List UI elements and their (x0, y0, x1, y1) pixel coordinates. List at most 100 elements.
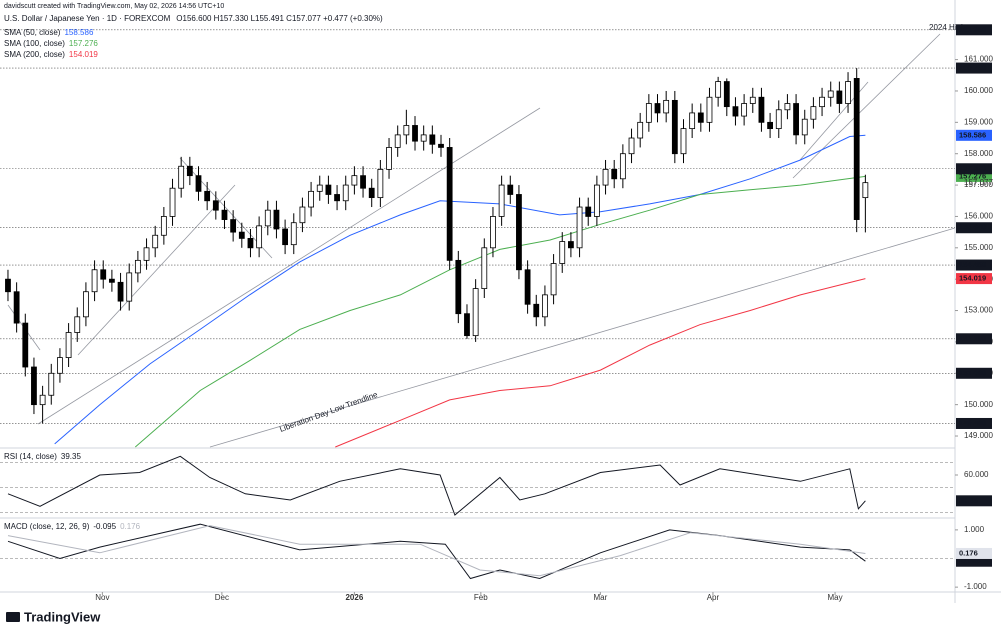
candle-body (22, 322, 29, 368)
level-label: 149.400 (959, 418, 986, 427)
candle-body (57, 357, 63, 374)
tv-logo: TradingView (6, 609, 101, 624)
candle-body (593, 184, 600, 217)
level-label-bg (956, 24, 992, 36)
candle-body (637, 121, 644, 139)
candle-body (290, 222, 297, 246)
candle-body (507, 184, 514, 195)
candle-body (611, 168, 618, 180)
candle-body (212, 200, 219, 211)
level-label: 155.640 (959, 223, 986, 232)
candle-body (827, 90, 834, 98)
candle-body (793, 103, 799, 136)
candle-body (83, 291, 89, 318)
candle-body (143, 247, 150, 261)
candle-body (446, 147, 453, 261)
candle-body (749, 96, 756, 104)
candle-body (117, 281, 124, 302)
y-tick-label: 161.000 (964, 55, 993, 64)
legend-entry: SMA (100, close) 157.276 (4, 39, 98, 48)
candle-body (784, 103, 791, 111)
series-line (134, 175, 866, 448)
candle-body (862, 182, 869, 199)
candle-body (325, 184, 332, 195)
series-line (54, 134, 866, 445)
x-tick-label: Mar (593, 593, 607, 602)
candle-body (732, 106, 739, 117)
legend-entry: MACD (close, 12, 26, 9) -0.095 0.176 (4, 522, 141, 531)
candle-body (758, 96, 765, 123)
candle-body (221, 209, 228, 220)
candle-body (394, 134, 401, 148)
y-tick-label: 159.000 (964, 117, 993, 126)
candle-body (775, 109, 782, 130)
candle-body (282, 228, 289, 246)
title: U.S. Dollar / Japanese Yen · 1D · FOREXC… (4, 14, 171, 23)
y-tick-label: 1.000 (964, 525, 985, 534)
x-tick-label: May (827, 593, 842, 602)
candle-body (524, 269, 531, 305)
y-tick-label: 60.000 (964, 470, 989, 479)
level-label: 157.520 (959, 164, 986, 173)
candle-body (100, 269, 107, 280)
candle-body (186, 165, 193, 177)
candle-body (516, 194, 522, 271)
candle-body (238, 231, 245, 239)
legend-value: -0.095 (93, 522, 116, 531)
candle-body (264, 209, 271, 227)
y-tick-label: 153.000 (964, 306, 993, 315)
y-tick-label: 157.000 (964, 180, 993, 189)
last-value: 154.019 (959, 274, 986, 283)
candle-body (680, 128, 687, 155)
annotation: 2024 High (929, 23, 965, 32)
price-label: 157.077 (964, 178, 993, 187)
level-label: 161.950 (959, 25, 986, 34)
legend-name: RSI (14, close) (4, 452, 57, 461)
candle-body (134, 259, 141, 274)
level-label-bg (956, 62, 992, 74)
legend-value: 0.176 (120, 522, 141, 531)
trendline (792, 33, 941, 179)
legend-value: 39.35 (61, 452, 82, 461)
last-value-bg (956, 555, 992, 567)
candle-body (204, 190, 211, 202)
candle-body (256, 225, 263, 249)
level-label: 154.450 (959, 260, 986, 269)
candle-body (689, 112, 696, 130)
candle-body (308, 190, 314, 208)
candle-body (13, 291, 20, 324)
candle-body (39, 394, 46, 406)
level-label-bg (956, 417, 992, 429)
candle-body (801, 118, 808, 136)
candle-body (853, 78, 860, 220)
candle-body (429, 134, 436, 145)
candle-body (160, 216, 167, 236)
legend-name: MACD (close, 12, 26, 9) (4, 522, 90, 531)
y-tick-label: 155.000 (964, 243, 993, 252)
last-value: 0.176 (959, 548, 978, 557)
legend-value: 157.276 (69, 39, 98, 48)
candle-body (671, 99, 678, 155)
candle-body (481, 247, 488, 289)
last-value: 158.586 (959, 130, 986, 139)
candle-body (48, 372, 55, 396)
candle-body (299, 206, 306, 224)
legend-value: 158.586 (64, 28, 93, 37)
y-tick-label: 150.000 (964, 400, 993, 409)
candle-body (178, 165, 185, 189)
y-tick-label: -1.000 (964, 582, 987, 591)
candle-body (342, 184, 349, 202)
candle-body (316, 184, 323, 192)
candle-body (31, 366, 37, 406)
candle-body (420, 134, 427, 142)
candle-body (845, 81, 851, 104)
candle-body (403, 125, 410, 136)
candle-body (273, 209, 280, 230)
candle-body (723, 81, 730, 108)
series-line (335, 278, 866, 448)
candle-body (247, 237, 254, 249)
candle-body (195, 175, 202, 192)
last-value: 39.35 (959, 496, 978, 505)
